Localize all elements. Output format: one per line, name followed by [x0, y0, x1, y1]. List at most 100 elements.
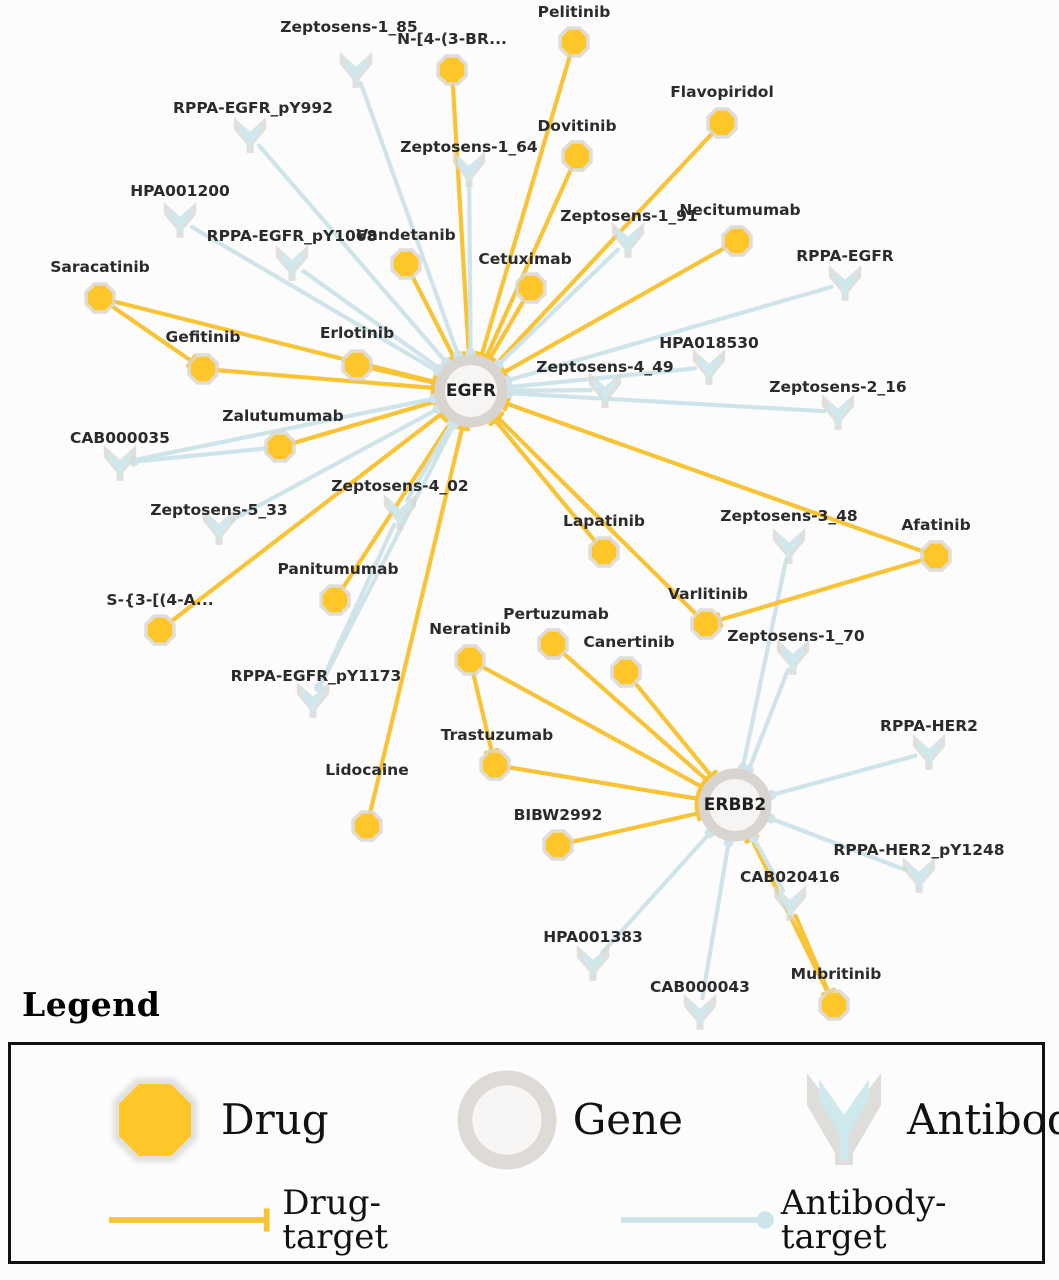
legend: Legend Drug Gene [0, 985, 1059, 1280]
legend-item-antibody-target: Antibody-target [619, 1186, 1042, 1254]
drug-target-edge [488, 297, 527, 361]
legend-label-drug-target: Drug-target [282, 1183, 389, 1257]
drug-target-edge [368, 425, 465, 815]
antibody-node[interactable] [776, 639, 810, 675]
drug-node[interactable] [341, 349, 373, 381]
drug-node[interactable] [84, 282, 116, 314]
drug-node-label: Afatinib [901, 516, 970, 534]
antibody-target-edge [751, 836, 786, 893]
antibody-node[interactable] [692, 349, 726, 385]
antibody-node[interactable] [828, 265, 862, 301]
drug-node-label: Saracatinib [50, 258, 150, 276]
drug-node-label: Neratinib [429, 620, 511, 638]
antibody-target-edge [746, 667, 790, 772]
drug-node-label: Zalutumumab [222, 407, 343, 425]
antibody-node[interactable] [275, 245, 309, 281]
drug-node-label: Dovitinib [537, 117, 616, 135]
drug-node[interactable] [390, 248, 422, 280]
gene-node[interactable] [698, 768, 772, 842]
antibody-target-edge [600, 831, 712, 955]
antibody-node[interactable] [902, 857, 936, 893]
drug-node[interactable] [436, 54, 468, 86]
antibody-node[interactable] [588, 372, 622, 408]
drug-node-label: Lapatinib [563, 512, 645, 530]
antibody-node[interactable] [773, 885, 807, 921]
antibody-node[interactable] [683, 994, 717, 1030]
legend-label-antibody: Antibody [907, 1095, 1059, 1144]
drug-node[interactable] [537, 628, 569, 660]
antibody-node-label: Zeptosens-4_49 [536, 358, 673, 376]
antibody-node-label: HPA001200 [130, 182, 230, 200]
drug-node[interactable] [515, 272, 547, 304]
legend-label-antibody-target: Antibody-target [780, 1183, 947, 1257]
drug-target-edge [480, 664, 704, 789]
drug-node[interactable] [721, 225, 753, 257]
antibody-node[interactable] [452, 151, 486, 187]
drug-node[interactable] [319, 584, 351, 616]
gene-node[interactable] [434, 354, 508, 428]
antibody-node[interactable] [383, 494, 417, 530]
drug-target-edge [169, 412, 443, 624]
antibody-target-edge [317, 422, 456, 690]
drug-node[interactable] [588, 536, 620, 568]
drug-target-edge [569, 811, 701, 845]
antibody-target-edge [404, 421, 454, 503]
drug-node[interactable] [610, 656, 642, 688]
antibody-target-edge [740, 557, 789, 770]
antibody-node[interactable] [821, 394, 855, 430]
antibody-node[interactable] [576, 945, 610, 981]
antibody-node-label: Zeptosens-3_48 [720, 507, 857, 525]
antibody-node[interactable] [202, 509, 236, 545]
drug-node-label: BIBW2992 [514, 806, 603, 824]
gene-node-label: ERBB2 [704, 795, 766, 815]
drug-edge-endcap [491, 411, 505, 425]
antibody-node[interactable] [912, 734, 946, 770]
drug-node-label: Erlotinib [320, 324, 394, 342]
drug-node[interactable] [351, 810, 383, 842]
antibody-node-label: RPPA-EGFR [796, 247, 894, 265]
drug-edge-endcap [482, 353, 498, 364]
antibody-node-label: RPPA-HER2 [880, 717, 978, 735]
antibody-target-edge [229, 406, 440, 523]
legend-label-drug: Drug [221, 1095, 329, 1144]
drug-target-edge [495, 415, 699, 617]
antibody-node[interactable] [296, 682, 330, 718]
drug-node[interactable] [144, 614, 176, 646]
antibody-target-edge [301, 269, 443, 371]
antibody-target-edge [768, 816, 909, 873]
drug-target-edge [561, 651, 709, 782]
drug-node[interactable] [706, 107, 738, 139]
drug-node[interactable] [558, 26, 590, 58]
drug-target-edge [450, 81, 471, 356]
drug-node[interactable] [454, 644, 486, 676]
antibody-target-edge [467, 180, 473, 356]
drug-target-edge [506, 765, 700, 801]
legend-item-gene: Gene [455, 1068, 683, 1172]
drug-node[interactable] [479, 749, 511, 781]
drug-node[interactable] [561, 140, 593, 172]
antibody-node[interactable] [163, 202, 197, 238]
antibody-node[interactable] [772, 528, 806, 564]
drug-node[interactable] [264, 431, 296, 463]
antibody-node-label: Zeptosens-5_33 [150, 501, 287, 519]
drug-node[interactable] [542, 829, 574, 861]
drug-edge-endcap [696, 779, 707, 795]
drug-node[interactable] [187, 353, 219, 385]
antibody-node[interactable] [339, 52, 373, 88]
antibody-node-label: CAB000035 [70, 429, 170, 447]
drug-node-label: Vandetanib [356, 226, 456, 244]
drug-node-label: Panitumumab [277, 560, 398, 578]
gene-node-label: EGFR [446, 381, 496, 401]
legend-item-drug: Drug [103, 1068, 329, 1172]
antibody-node-label: HPA001383 [543, 928, 643, 946]
antibody-node[interactable] [233, 117, 267, 153]
antibody-node[interactable] [611, 222, 645, 258]
drug-node[interactable] [920, 540, 952, 572]
drug-node[interactable] [690, 608, 722, 640]
drug-edge-endcap [454, 424, 471, 432]
antibody-node[interactable] [103, 445, 137, 481]
antibody-target-edge-icon [620, 1211, 774, 1229]
drug-edge-endcap [430, 379, 436, 396]
drug-node[interactable] [818, 989, 850, 1021]
